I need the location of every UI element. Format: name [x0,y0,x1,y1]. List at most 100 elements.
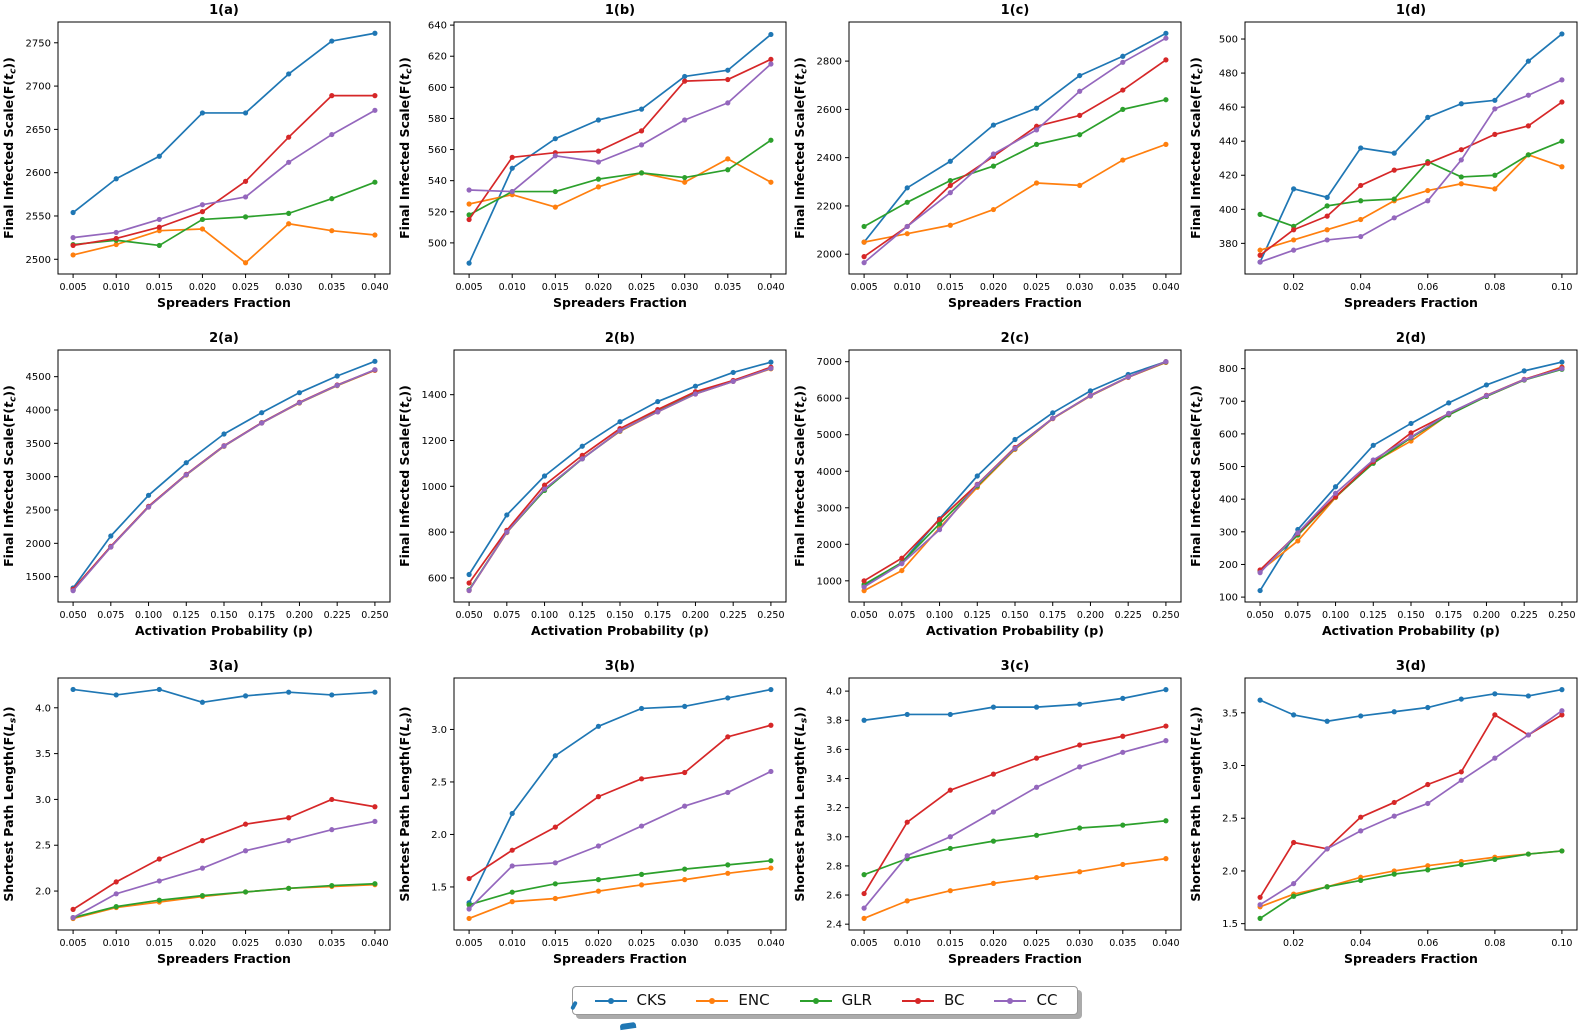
x-tick-label: 0.250 [757,610,784,621]
x-tick-label: 0.015 [146,938,173,949]
x-tick-label: 0.150 [606,610,633,621]
x-tick-label: 0.075 [888,610,915,621]
y-tick-label: 2600 [817,105,842,116]
series-ENC-line [1259,366,1562,572]
series-CC-line [468,63,771,193]
chart-title: 3(d) [1395,659,1425,674]
series-CKS [861,359,1169,589]
x-tick-label: 0.015 [541,938,568,949]
axes-spines [453,677,786,931]
y-tick-label: 640 [427,21,446,32]
series-BC [465,722,774,882]
series-CC [1256,77,1565,265]
x-tick-label: 0.035 [318,282,345,293]
y-axis: 2.0 2.5 3.0 3.5 4.0 [35,703,58,898]
series-BC-line [863,360,1167,582]
y-tick-label: 7000 [817,357,842,368]
y-tick-label: 2500 [26,255,51,266]
y-axis-label: Final Infected Scale(F(tc)) [792,57,810,239]
series-CKS [1256,359,1565,594]
plot-area [465,686,774,922]
y-tick-label: 800 [427,528,446,539]
legend-line-sample-CKS [594,997,627,1004]
x-tick-label: 0.06 [1417,938,1438,949]
series-CKS [861,687,1169,723]
x-tick-label: 0.030 [1066,938,1093,949]
x-axis: 0.050 0.075 0.100 0.125 0.150 0.175 0.200 0.225… [850,602,1180,621]
x-tick-label: 0.200 [1077,610,1104,621]
plot-area [1256,31,1565,265]
series-BC [70,367,378,592]
y-tick-label: 440 [1218,137,1237,148]
x-axis-label: Activation Probability (p) [926,623,1104,638]
y-tick-label: 500 [427,238,446,249]
series-BC [465,364,774,586]
y-tick-label: 2.0 [431,830,447,841]
y-tick-label: 700 [1218,397,1237,408]
x-tick-label: 0.10 [1551,282,1572,293]
series-CC [465,61,774,195]
y-tick-label: 3500 [26,439,51,450]
x-tick-label: 0.200 [681,610,708,621]
series-GLR-line [1259,850,1562,920]
series-CKS [70,686,378,705]
y-tick-label: 400 [1218,495,1237,506]
y-tick-label: 520 [427,207,446,218]
series-CKS [465,31,774,266]
y-axis: 1.5 2.0 2.5 3.0 [431,725,454,893]
y-tick-label: 600 [427,573,446,584]
y-tick-label: 4500 [26,372,51,383]
y-axis-label: Shortest Path Length(F(Ls)) [792,706,810,901]
x-tick-label: 0.050 [59,610,86,621]
x-tick-label: 0.005 [850,938,877,949]
series-CC-line [467,367,771,592]
series-ENC-line [72,883,375,920]
series-ENC-line [468,867,771,920]
y-axis: 500 520 540 560 580 600 620 640 [427,21,454,249]
y-tick-label: 3.0 [1222,761,1238,772]
y-tick-label: 4.0 [826,687,842,698]
x-axis-label: Activation Probability (p) [135,623,313,638]
x-tick-label: 0.040 [1152,938,1179,949]
x-axis-label: Spreaders Fraction [1344,295,1478,310]
x-tick-label: 0.050 [850,610,877,621]
x-axis: 0.050 0.075 0.100 0.125 0.150 0.175 0.200 0.225… [1246,602,1575,621]
y-tick-label: 2750 [26,38,51,49]
x-tick-label: 0.025 [232,282,259,293]
y-tick-label: 4000 [26,406,51,417]
series-GLR [465,137,774,218]
x-tick-label: 0.015 [937,938,964,949]
x-tick-label: 0.030 [1066,282,1093,293]
series-GLR-line [863,98,1167,228]
x-tick-label: 0.225 [1510,610,1537,621]
y-tick-label: 3.5 [35,749,51,760]
series-ENC [70,367,378,593]
legend-label: GLR [841,991,872,1009]
y-tick-label: 3.4 [826,774,842,785]
series-ENC-line [72,222,375,264]
axes-spines [848,677,1182,931]
y-axis: 600 800 1000 1200 1400 [421,390,454,584]
series-CKS-line [467,688,771,904]
axes-spines [57,677,391,931]
x-tick-label: 0.02 [1283,282,1304,293]
x-tick-label: 0.125 [964,610,991,621]
series-CKS [465,359,774,578]
series-GLR-line [467,367,771,591]
legend-label: CKS [636,991,667,1009]
x-tick-label: 0.010 [498,282,525,293]
x-tick-label: 0.175 [1435,610,1462,621]
y-tick-label: 1200 [421,436,446,447]
x-tick-label: 0.02 [1283,938,1304,949]
x-tick-label: 0.035 [714,938,741,949]
y-axis-label: Shortest Path Length(F(Ls)) [1188,706,1206,901]
y-tick-label: 2.8 [826,861,842,872]
x-tick-label: 0.030 [671,282,698,293]
series-CC-line [863,739,1167,909]
x-tick-label: 0.200 [286,610,313,621]
y-tick-label: 2600 [26,168,51,179]
x-tick-label: 0.030 [671,938,698,949]
y-tick-label: 3.5 [1222,708,1238,719]
series-GLR [861,818,1169,878]
